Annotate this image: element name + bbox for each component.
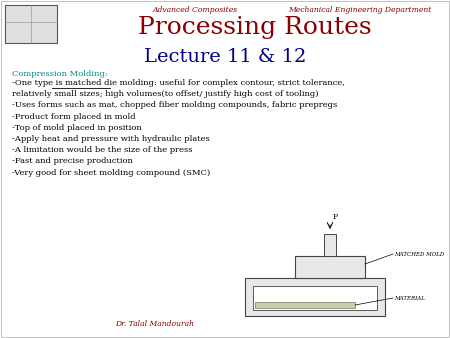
Text: -Uses forms such as mat, chopped fiber molding compounds, fabric prepregs: -Uses forms such as mat, chopped fiber m…	[12, 101, 337, 110]
Bar	[245, 278, 385, 316]
Text: -Top of mold placed in position: -Top of mold placed in position	[12, 124, 142, 132]
Text: Mechanical Engineering Department: Mechanical Engineering Department	[288, 6, 432, 14]
Text: Lecture 11 & 12: Lecture 11 & 12	[144, 48, 306, 66]
Text: -Apply heat and pressure with hydraulic plates: -Apply heat and pressure with hydraulic …	[12, 135, 210, 143]
Text: -One type is matched die molding: useful for complex contour, strict tolerance,: -One type is matched die molding: useful…	[12, 79, 345, 87]
Text: Advanced Composites: Advanced Composites	[153, 6, 238, 14]
Text: -Product form placed in mold: -Product form placed in mold	[12, 113, 135, 121]
Text: Dr. Talal Mandourah: Dr. Talal Mandourah	[116, 320, 194, 328]
Text: Compression Molding:: Compression Molding:	[12, 70, 108, 78]
Text: relatively small sizes; high volumes(to offset/ justify high cost of tooling): relatively small sizes; high volumes(to …	[12, 90, 319, 98]
Text: Processing Routes: Processing Routes	[138, 16, 372, 39]
Text: -Very good for sheet molding compound (SMC): -Very good for sheet molding compound (S…	[12, 169, 210, 176]
Bar	[5, 5, 57, 43]
Text: P: P	[333, 213, 338, 221]
Text: MATERIAL: MATERIAL	[394, 295, 425, 300]
Bar	[255, 302, 355, 308]
Bar	[324, 234, 336, 256]
Text: -Fast and precise production: -Fast and precise production	[12, 158, 133, 165]
Text: -A limitation would be the size of the press: -A limitation would be the size of the p…	[12, 146, 193, 154]
Bar	[295, 256, 365, 278]
Text: MATCHED MOLD: MATCHED MOLD	[394, 251, 444, 257]
Bar	[253, 286, 377, 310]
